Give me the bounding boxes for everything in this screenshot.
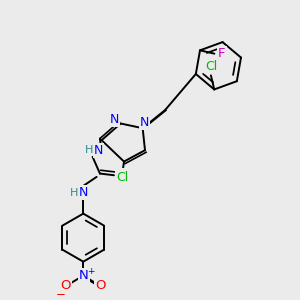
Text: N: N xyxy=(94,144,103,157)
Text: N: N xyxy=(79,269,89,282)
Text: N: N xyxy=(140,116,149,129)
Text: H: H xyxy=(70,188,78,198)
Text: Cl: Cl xyxy=(205,60,217,73)
Text: +: + xyxy=(87,266,94,275)
Text: N: N xyxy=(79,186,88,199)
Text: N: N xyxy=(110,113,119,126)
Text: H: H xyxy=(85,145,93,155)
Text: O: O xyxy=(61,279,71,292)
Text: F: F xyxy=(218,47,226,60)
Text: −: − xyxy=(56,287,66,300)
Text: Cl: Cl xyxy=(116,171,128,184)
Text: O: O xyxy=(95,279,106,292)
Text: O: O xyxy=(116,169,126,182)
